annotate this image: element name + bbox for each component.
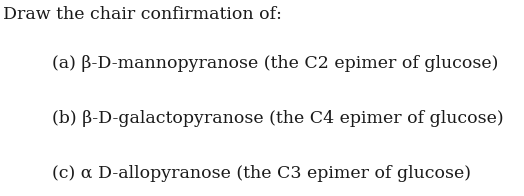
Text: (a) β-D-mannopyranose (the C2 epimer of glucose): (a) β-D-mannopyranose (the C2 epimer of … xyxy=(52,55,499,72)
Text: (b) β-D-galactopyranose (the C4 epimer of glucose): (b) β-D-galactopyranose (the C4 epimer o… xyxy=(52,110,504,127)
Text: Draw the chair confirmation of:: Draw the chair confirmation of: xyxy=(3,6,281,23)
Text: (c) α D-allopyranose (the C3 epimer of glucose): (c) α D-allopyranose (the C3 epimer of g… xyxy=(52,165,472,182)
